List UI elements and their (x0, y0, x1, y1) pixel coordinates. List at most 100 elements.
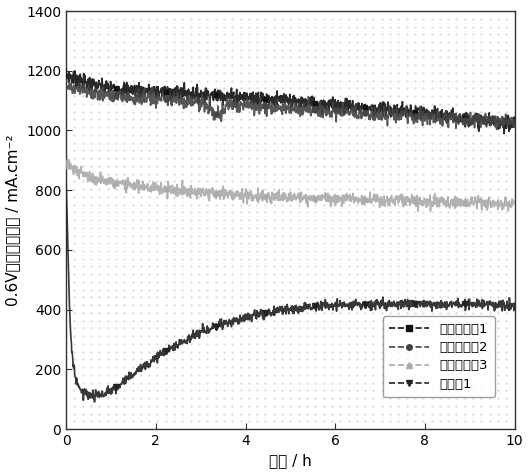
Point (170, 247, 178, 255)
Point (510, 371, 519, 379)
Point (129, 193, 137, 201)
Point (186, 371, 195, 379)
Point (327, 100, 336, 108)
Point (419, 178, 427, 185)
Point (195, 30, 203, 38)
Point (295, 239, 303, 247)
Point (510, 146, 519, 154)
Point (120, 146, 129, 154)
Point (444, 425, 452, 433)
Point (502, 294, 510, 301)
Point (212, 108, 220, 116)
Point (427, 340, 436, 347)
Point (212, 162, 220, 170)
Point (444, 386, 452, 394)
Point (427, 123, 436, 131)
Point (361, 394, 369, 402)
Point (386, 23, 394, 30)
Point (494, 410, 502, 417)
Point (336, 263, 344, 270)
Point (178, 170, 187, 177)
Point (494, 201, 502, 209)
Point (461, 332, 469, 340)
Point (161, 116, 170, 123)
Point (269, 116, 278, 123)
Point (436, 15, 444, 23)
Point (161, 224, 170, 232)
Point (361, 139, 369, 146)
Point (261, 239, 270, 247)
Point (178, 209, 187, 216)
Point (394, 139, 403, 146)
Point (311, 363, 320, 371)
Point (502, 131, 510, 139)
Point (494, 146, 502, 154)
Point (510, 394, 519, 402)
Point (411, 139, 419, 146)
Point (195, 386, 203, 394)
Point (403, 185, 411, 193)
Point (477, 332, 486, 340)
Point (261, 15, 270, 23)
Point (502, 325, 510, 332)
Point (236, 309, 245, 317)
Point (278, 317, 286, 325)
Point (212, 363, 220, 371)
Point (477, 340, 486, 347)
Point (336, 216, 344, 224)
Point (170, 371, 178, 379)
Point (220, 100, 228, 108)
Point (178, 402, 187, 410)
Point (129, 247, 137, 255)
Point (228, 332, 236, 340)
Point (95, 123, 104, 131)
Point (212, 239, 220, 247)
Point (170, 46, 178, 54)
Point (461, 255, 469, 263)
Point (477, 301, 486, 309)
Point (178, 239, 187, 247)
Point (228, 379, 236, 386)
Point (502, 7, 510, 15)
Point (203, 224, 212, 232)
Point (353, 309, 361, 317)
Point (327, 340, 336, 347)
Point (427, 216, 436, 224)
Point (70, 271, 79, 278)
Point (112, 418, 120, 425)
Point (327, 309, 336, 317)
Point (469, 170, 477, 177)
Point (502, 247, 510, 255)
Point (203, 309, 212, 317)
Point (186, 301, 195, 309)
Point (112, 23, 120, 30)
Point (153, 263, 162, 270)
Point (112, 317, 120, 325)
Point (203, 69, 212, 77)
Point (129, 271, 137, 278)
Point (303, 69, 311, 77)
Point (103, 77, 112, 84)
Point (220, 108, 228, 116)
Point (70, 146, 79, 154)
Point (220, 294, 228, 301)
Point (469, 371, 477, 379)
Point (178, 92, 187, 100)
Point (394, 100, 403, 108)
Point (327, 356, 336, 363)
Point (220, 185, 228, 193)
Point (353, 139, 361, 146)
Point (461, 77, 469, 84)
Point (244, 185, 253, 193)
Point (419, 7, 427, 15)
Point (112, 394, 120, 402)
Point (212, 170, 220, 177)
Point (278, 216, 286, 224)
Point (510, 54, 519, 61)
Point (278, 379, 286, 386)
Point (369, 62, 378, 69)
Point (145, 7, 153, 15)
Point (361, 286, 369, 293)
Point (178, 286, 187, 293)
Point (212, 255, 220, 263)
